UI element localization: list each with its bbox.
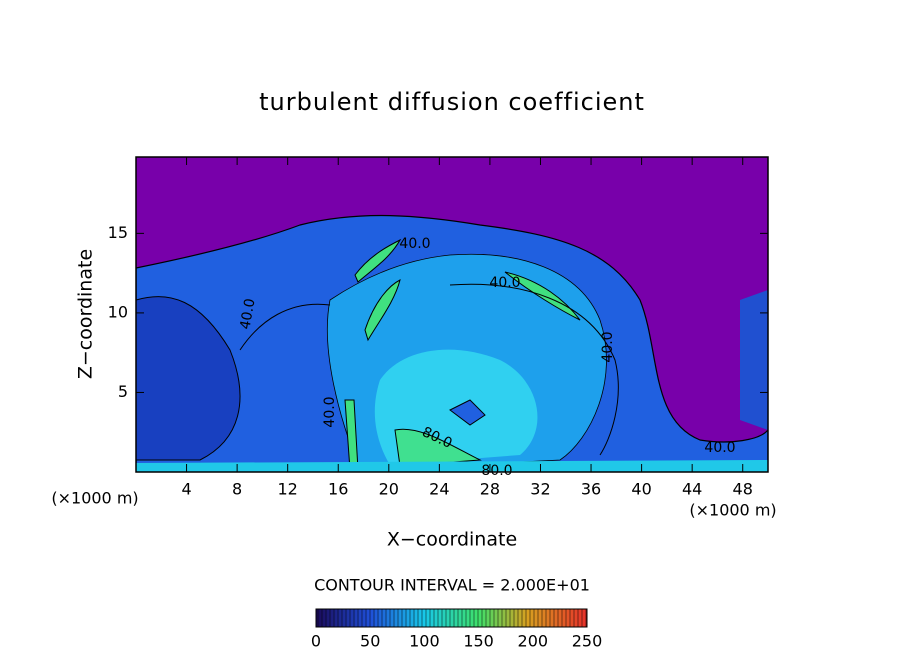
colorbar-tick-label: 50 <box>360 632 380 651</box>
x-tick-label: 44 <box>682 480 702 499</box>
x-tick-label: 12 <box>278 480 298 499</box>
x-tick-label: 32 <box>530 480 550 499</box>
x-tick-label: 36 <box>581 480 601 499</box>
x-unit: (×1000 m) <box>689 501 776 520</box>
x-unit: (×1000 m) <box>51 489 138 508</box>
contour-label: 80.0 <box>481 463 512 479</box>
y-axis-label: Z−coordinate <box>75 249 97 379</box>
y-tick-label: 10 <box>108 302 128 321</box>
x-tick-label: 8 <box>232 480 242 499</box>
contour-label: 40.0 <box>704 440 735 456</box>
x-tick-label: 16 <box>328 480 348 499</box>
colorbar-tick-label: 200 <box>518 632 549 651</box>
contour-label: 40.0 <box>237 297 258 330</box>
contour-interval: CONTOUR INTERVAL = 2.000E+01 <box>314 576 590 595</box>
x-tick-label: 40 <box>631 480 651 499</box>
contour-label: 40.0 <box>489 275 520 291</box>
x-tick-label: 20 <box>379 480 399 499</box>
x-axis-label: X−coordinate <box>387 529 517 551</box>
x-tick-label: 4 <box>181 480 191 499</box>
colorbar <box>315 608 588 628</box>
contour-label: 40.0 <box>322 396 338 427</box>
chart-title: turbulent diffusion coefficient <box>259 88 645 116</box>
y-tick-label: 15 <box>108 223 128 242</box>
colorbar-tick-label: 150 <box>463 632 494 651</box>
colorbar-stripes <box>317 609 587 627</box>
contour-label: 40.0 <box>399 236 430 252</box>
x-tick-label: 48 <box>733 480 753 499</box>
field <box>136 157 768 472</box>
x-tick-label: 28 <box>480 480 500 499</box>
x-tick-label: 24 <box>429 480 449 499</box>
colorbar-tick-label: 250 <box>572 632 603 651</box>
plot-frame <box>135 156 769 473</box>
y-tick-label: 5 <box>118 382 128 401</box>
contour-label: 40.0 <box>600 331 616 362</box>
colorbar-tick-label: 0 <box>311 632 321 651</box>
colorbar-tick-label: 100 <box>409 632 440 651</box>
